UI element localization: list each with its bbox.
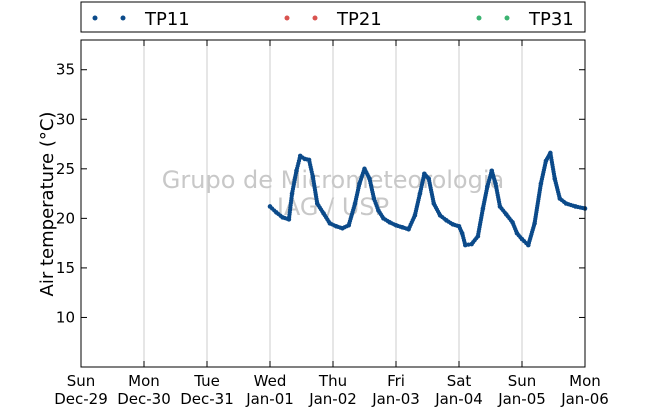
- x-tick-date: Dec-29: [54, 390, 108, 408]
- grid: [143, 40, 523, 367]
- x-tick-date: Jan-03: [371, 390, 420, 408]
- x-tick-weekday: Sat: [447, 372, 472, 390]
- y-tick-label: 10: [56, 308, 75, 326]
- x-tick-date: Jan-01: [245, 390, 294, 408]
- x-tick-date: Jan-06: [560, 390, 609, 408]
- legend-marker: [92, 15, 98, 21]
- legend-marker: [120, 15, 126, 21]
- legend-marker: [476, 15, 482, 21]
- x-tick-weekday: Mon: [128, 372, 160, 390]
- y-tick-label: 35: [56, 61, 75, 79]
- x-tick-weekday: Mon: [569, 372, 601, 390]
- x-tick-weekday: Fri: [387, 372, 405, 390]
- legend-marker: [504, 15, 510, 21]
- legend-marker: [284, 15, 290, 21]
- legend: TP11 TP21 TP31: [80, 1, 586, 33]
- x-tick-weekday: Tue: [193, 372, 220, 390]
- x-tick-date: Dec-31: [180, 390, 234, 408]
- y-tick-label: 20: [56, 209, 75, 227]
- legend-label: TP11: [144, 9, 190, 30]
- x-tick-date: Dec-30: [117, 390, 171, 408]
- x-tick-weekday: Wed: [254, 372, 287, 390]
- x-axis: SunDec-29MonDec-30TueDec-31WedJan-01ThuJ…: [54, 40, 609, 408]
- watermark-line-2: IAG / USP: [277, 193, 389, 221]
- watermark-line-1: Grupo de Micrometeorologia: [162, 166, 504, 194]
- x-tick-date: Jan-02: [308, 390, 357, 408]
- legend-marker: [312, 15, 318, 21]
- x-tick-date: Jan-04: [434, 390, 483, 408]
- data-points: [267, 150, 588, 248]
- x-tick-weekday: Sun: [67, 372, 96, 390]
- y-axis-title: Air temperature (°C): [37, 112, 58, 297]
- y-tick-label: 25: [56, 160, 75, 178]
- y-tick-label: 30: [56, 110, 75, 128]
- legend-label: TP21: [336, 9, 382, 30]
- data-point: [463, 242, 468, 248]
- y-axis: 10 15 20 25 30 35: [56, 61, 585, 326]
- x-tick-weekday: Sun: [508, 372, 537, 390]
- watermark: Grupo de Micrometeorologia IAG / USP: [162, 166, 504, 221]
- legend-frame: [80, 1, 586, 33]
- x-tick-weekday: Thu: [318, 372, 347, 390]
- x-tick-date: Jan-05: [497, 390, 546, 408]
- legend-label: TP31: [528, 9, 574, 30]
- y-tick-label: 15: [56, 259, 75, 277]
